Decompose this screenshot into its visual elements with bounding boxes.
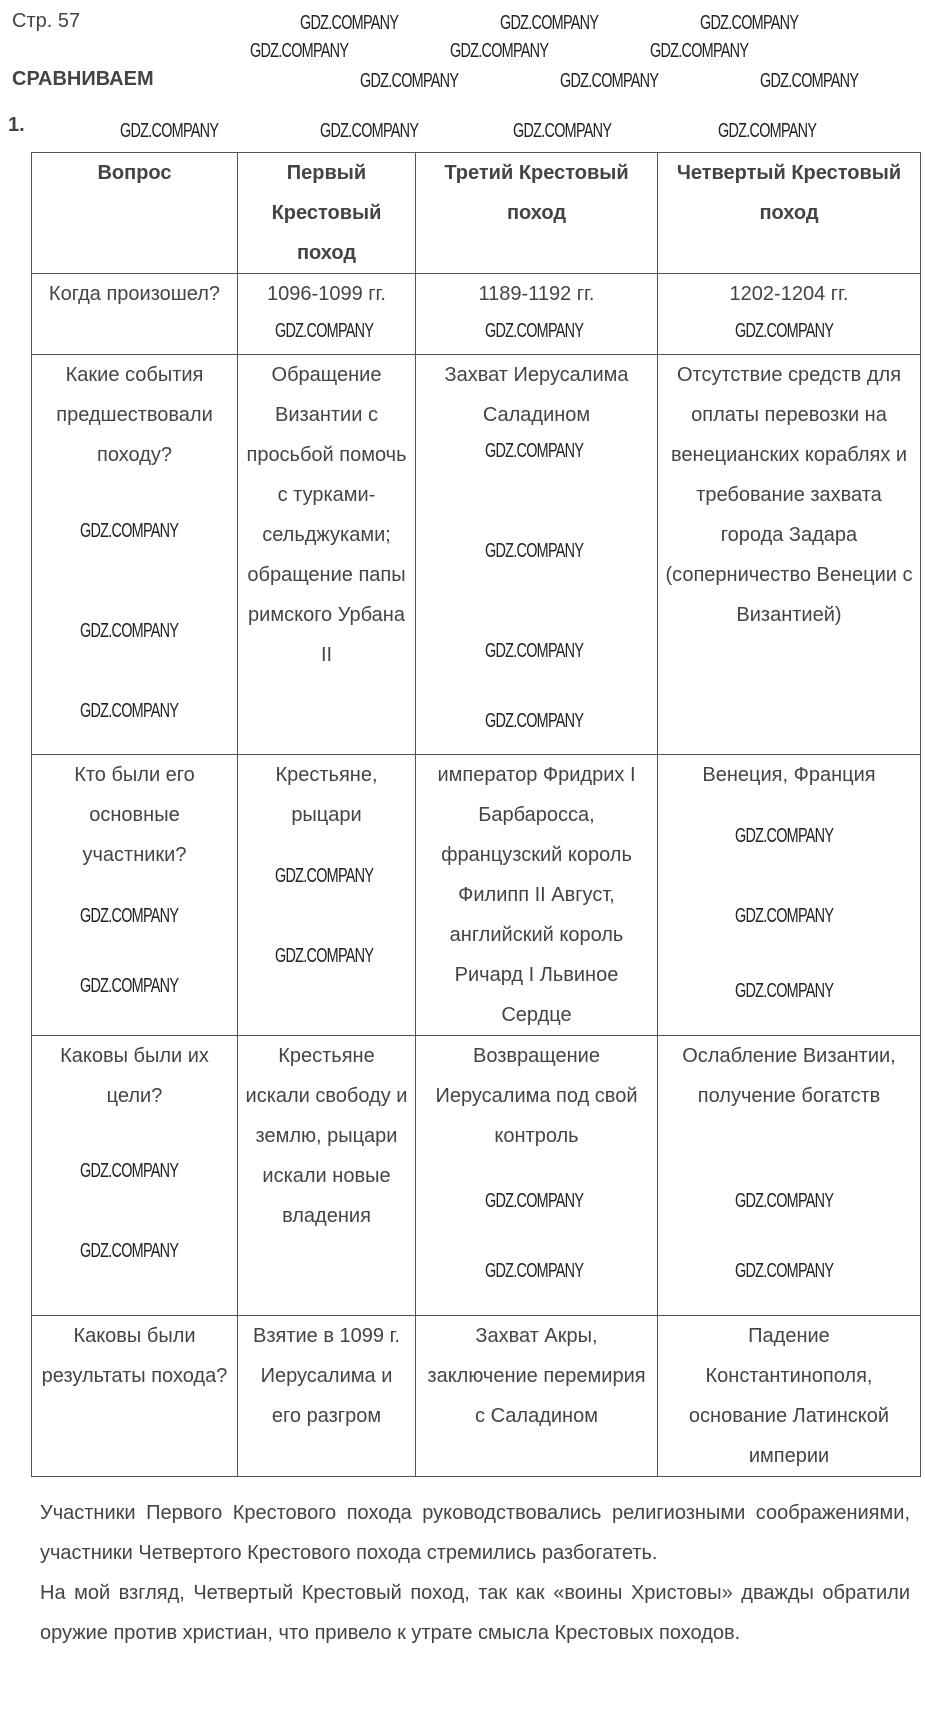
paragraph: Участники Первого Крестового похода руко… [40,1502,910,1564]
table-cell: Захват Акры, заключение перемирия с Сала… [415,1315,658,1477]
watermark: GDZ.COMPANY [300,12,399,34]
watermark: GDZ.COMPANY [735,905,834,927]
watermark: GDZ.COMPANY [485,1260,584,1282]
watermark: GDZ.COMPANY [80,700,179,722]
watermark: GDZ.COMPANY [360,70,459,92]
watermark: GDZ.COMPANY [485,540,584,562]
table-cell: Отсутствие средств для оплаты перевозки … [657,354,921,755]
watermark: GDZ.COMPANY [450,40,549,62]
watermark: GDZ.COMPANY [485,710,584,732]
header-cell: Четвертый Крестовый поход [657,152,921,274]
watermark: GDZ.COMPANY [485,320,584,342]
watermark: GDZ.COMPANY [735,1190,834,1212]
watermark: GDZ.COMPANY [735,320,834,342]
table-cell: император Фридрих I Барбаросса, французс… [415,754,658,1036]
watermark: GDZ.COMPANY [120,120,219,142]
table-cell: Кто были его основные участники? [31,754,238,1036]
task-number: 1. [8,114,25,136]
watermark: GDZ.COMPANY [735,980,834,1002]
comparison-table: Вопрос Первый Крестовый поход Третий Кре… [31,152,921,1477]
header-cell: Третий Крестовый поход [415,152,658,274]
header-cell: Вопрос [31,152,238,274]
watermark: GDZ.COMPANY [735,825,834,847]
table-row: Какие события предшествовали походу? Обр… [31,354,921,755]
table-cell: Каковы были результаты похода? [31,1315,238,1477]
header-cell: Первый Крестовый поход [237,152,416,274]
watermark: GDZ.COMPANY [760,70,859,92]
watermark: GDZ.COMPANY [80,905,179,927]
watermark: GDZ.COMPANY [80,520,179,542]
conclusion-text: Участники Первого Крестового похода руко… [40,1493,910,1653]
watermark: GDZ.COMPANY [718,120,817,142]
watermark: GDZ.COMPANY [560,70,659,92]
watermark: GDZ.COMPANY [275,945,374,967]
watermark: GDZ.COMPANY [500,12,599,34]
table-cell: Ослабление Византии, получение богатств [657,1035,921,1316]
table-row: Каковы были их цели? Крестьяне искали св… [31,1035,921,1316]
table-row: Каковы были результаты похода? Взятие в … [31,1315,921,1477]
watermark: GDZ.COMPANY [80,620,179,642]
watermark: GDZ.COMPANY [485,440,584,462]
table-cell: Захват Иерусалима Саладином [415,354,658,755]
watermark: GDZ.COMPANY [700,12,799,34]
table-cell: Падение Константинополя, основание Латин… [657,1315,921,1477]
table-cell: Крестьяне искали свободу и землю, рыцари… [237,1035,416,1316]
table-cell: 1189-1192 гг. [415,273,658,355]
paragraph: На мой взгляд, Четвертый Крестовый поход… [40,1582,910,1644]
table-cell: Взятие в 1099 г. Иерусалима и его разгро… [237,1315,416,1477]
table-cell: Крестьяне, рыцари [237,754,416,1036]
watermark: GDZ.COMPANY [250,40,349,62]
table-cell: Обращение Византии с просьбой помочь с т… [237,354,416,755]
watermark: GDZ.COMPANY [275,865,374,887]
table-header-row: Вопрос Первый Крестовый поход Третий Кре… [31,152,921,274]
watermark: GDZ.COMPANY [485,1190,584,1212]
table-cell: Когда произошел? [31,273,238,355]
watermark: GDZ.COMPANY [650,40,749,62]
watermark: GDZ.COMPANY [80,1160,179,1182]
watermark: GDZ.COMPANY [320,120,419,142]
watermark: GDZ.COMPANY [275,320,374,342]
table-cell: Возвращение Иерусалима под свой контроль [415,1035,658,1316]
table-cell: 1096-1099 гг. [237,273,416,355]
watermark: GDZ.COMPANY [513,120,612,142]
watermark: GDZ.COMPANY [80,1240,179,1262]
section-heading: СРАВНИВАЕМ [12,68,154,90]
table-row: Когда произошел? 1096-1099 гг. 1189-1192… [31,273,921,355]
table-cell: Какие события предшествовали походу? [31,354,238,755]
table-cell: 1202-1204 гг. [657,273,921,355]
watermark: GDZ.COMPANY [485,640,584,662]
page-label: Стр. 57 [12,10,81,32]
watermark: GDZ.COMPANY [735,1260,834,1282]
watermark: GDZ.COMPANY [80,975,179,997]
